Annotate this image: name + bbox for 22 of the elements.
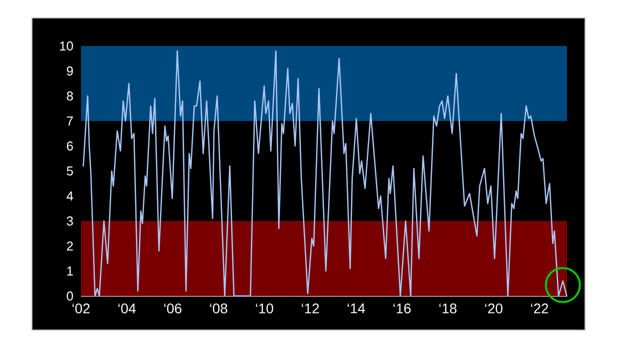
y-tick-label: 6 [66,141,73,151]
x-tick-label: ‘02 [72,304,90,314]
x-tick-label: ‘14 [348,304,365,314]
y-tick-label: 1 [67,266,73,276]
y-tick-label: 7 [66,116,73,126]
y-tick-label: 3 [66,216,73,226]
x-tick-label: ‘18 [439,304,457,314]
y-tick-label: 9 [66,66,73,76]
x-tick-label: ‘22 [531,304,548,314]
x-tick-label: ‘08 [210,304,228,314]
x-tick-label: ‘06 [164,304,182,314]
x-tick-label: ‘04 [118,304,136,314]
x-tick-label: ‘12 [302,304,319,314]
x-tick-label: ‘10 [256,304,274,314]
y-tick-label: 5 [66,166,73,176]
y-tick-label: 4 [66,192,74,200]
y-tick-label: 2 [66,241,73,251]
x-tick-label: ‘16 [394,304,411,314]
x-tick-label: ‘20 [485,304,502,314]
y-tick-label: 0 [66,291,73,301]
y-tick-label: 8 [66,91,73,101]
y-tick-label: 10 [60,41,73,51]
